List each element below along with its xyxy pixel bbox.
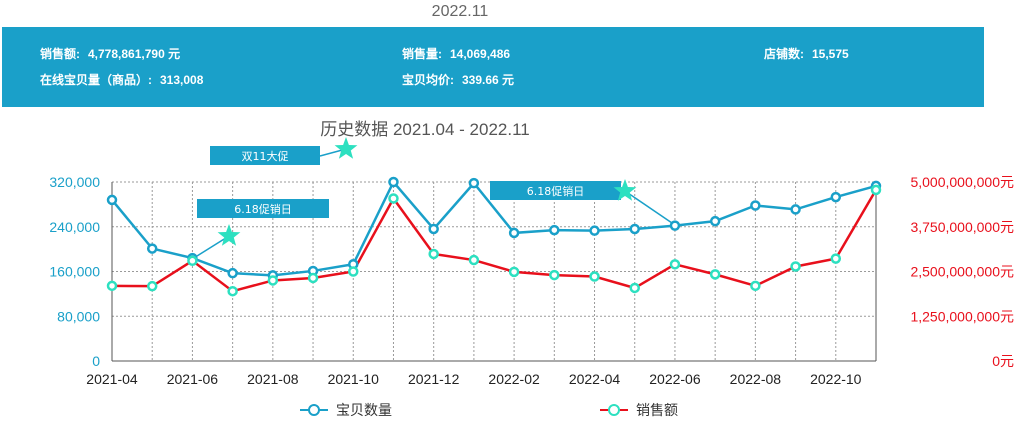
sales-point	[106, 280, 118, 292]
legend-sales-label: 销售额	[636, 402, 678, 418]
star-icon	[613, 179, 637, 201]
series-item-count-line	[111, 179, 877, 277]
avg-price-label: 宝贝均价:	[402, 73, 454, 87]
online-items-label: 在线宝贝量（商品）:	[40, 73, 152, 87]
y-right-tick-label: 1,250,000,000元	[910, 308, 1014, 324]
x-tick-label: 2021-10	[328, 371, 380, 387]
item-count-point	[669, 220, 681, 231]
item-count-point	[227, 267, 238, 279]
sales-point	[669, 259, 681, 270]
sales-point	[750, 280, 761, 292]
store-count-value: 15,575	[812, 47, 849, 61]
star-icon	[217, 224, 241, 246]
online-items-value: 313,008	[160, 73, 204, 87]
item-count-point	[508, 227, 520, 239]
sales-point	[709, 269, 721, 280]
annotation-leader-line	[624, 190, 673, 224]
item-count-point	[146, 243, 158, 254]
sales-volume-stat: 销售量: 14,069,486	[402, 45, 510, 62]
period-title: 2022.11	[431, 3, 489, 20]
y-right-tick-label: 2,500,000,000元	[910, 264, 1014, 280]
annotation-box	[197, 199, 329, 218]
x-tick-label: 2022-08	[730, 371, 782, 387]
annotation-label: 双11大促	[242, 149, 289, 163]
sales-point	[428, 248, 439, 260]
x-tick-label: 2022-02	[488, 371, 540, 387]
item-count-point	[629, 223, 640, 235]
sales-point	[227, 285, 238, 297]
sales-point	[508, 266, 520, 278]
y-left-tick-label: 240,000	[49, 219, 100, 235]
sales-amount-value: 4,778,861,790 元	[88, 47, 181, 61]
sales-amount-stat: 销售额: 4,778,861,790 元	[40, 45, 180, 62]
annotation-label: 6.18促销日	[527, 184, 585, 198]
x-tick-label: 2021-04	[86, 371, 138, 387]
y-left-tick-label: 160,000	[49, 264, 100, 280]
x-tick-label: 2021-12	[408, 371, 460, 387]
star-icon	[334, 137, 358, 159]
sales-point	[187, 255, 198, 267]
sales-amount-label: 销售额:	[40, 47, 80, 61]
y-right-tick-label: 3,750,000,000元	[910, 219, 1014, 235]
item-count-point	[468, 177, 480, 189]
y-right-tick-label: 5,000,000,000元	[910, 174, 1014, 190]
sales-point	[830, 253, 842, 264]
legend-sales-swatch	[600, 403, 628, 417]
legend-item-count-label: 宝贝数量	[336, 402, 392, 418]
series-sales-line	[111, 189, 878, 293]
sales-point	[348, 266, 359, 277]
sales-point	[589, 271, 600, 282]
sales-point	[549, 269, 560, 281]
y-left-tick-label: 320,000	[49, 174, 100, 190]
annotation-label: 6.18促销日	[234, 202, 292, 216]
x-tick-label: 2022-04	[569, 371, 621, 387]
annotation-leader-line	[196, 235, 230, 257]
y-right-tick-label: 0元	[992, 353, 1014, 369]
avg-price-value: 339.66 元	[462, 73, 515, 87]
sales-point	[146, 280, 158, 292]
item-count-point	[106, 194, 118, 206]
y-left-tick-label: 80,000	[57, 308, 100, 324]
item-count-point	[790, 204, 801, 215]
annotation-box	[490, 181, 621, 200]
sales-point	[629, 282, 640, 294]
online-items-stat: 在线宝贝量（商品）: 313,008	[40, 71, 203, 88]
store-count-label: 店铺数:	[764, 47, 804, 61]
store-count-stat: 店铺数: 15,575	[764, 45, 849, 62]
sales-point	[307, 272, 319, 284]
item-count-point	[589, 225, 600, 236]
sales-point	[388, 193, 399, 204]
x-tick-label: 2022-10	[810, 371, 862, 387]
y-left-tick-label: 0	[92, 353, 100, 369]
legend-item-count-swatch	[300, 403, 328, 417]
stats-banner: 销售额: 4,778,861,790 元 销售量: 14,069,486 店铺数: 1…	[2, 27, 984, 107]
x-tick-label: 2022-06	[649, 371, 701, 387]
sales-point	[267, 275, 279, 286]
chart-title: 历史数据 2021.04 - 2022.11	[320, 120, 530, 139]
sales-point	[468, 254, 480, 266]
legend-sales[interactable]: 销售额	[600, 400, 678, 420]
item-count-point	[388, 176, 399, 188]
sales-volume-value: 14,069,486	[450, 47, 511, 61]
item-count-point	[709, 215, 721, 227]
item-count-point	[830, 191, 842, 203]
avg-price-stat: 宝贝均价: 339.66 元	[402, 71, 514, 88]
item-count-point	[549, 224, 560, 236]
sales-point	[870, 184, 882, 196]
sales-point	[790, 261, 801, 272]
item-count-point	[750, 200, 761, 211]
annotation-box	[210, 146, 320, 165]
sales-volume-label: 销售量:	[402, 47, 442, 61]
x-tick-label: 2021-06	[167, 371, 219, 387]
item-count-point	[428, 223, 439, 235]
x-tick-label: 2021-08	[247, 371, 299, 387]
legend-item-count[interactable]: 宝贝数量	[300, 400, 392, 420]
